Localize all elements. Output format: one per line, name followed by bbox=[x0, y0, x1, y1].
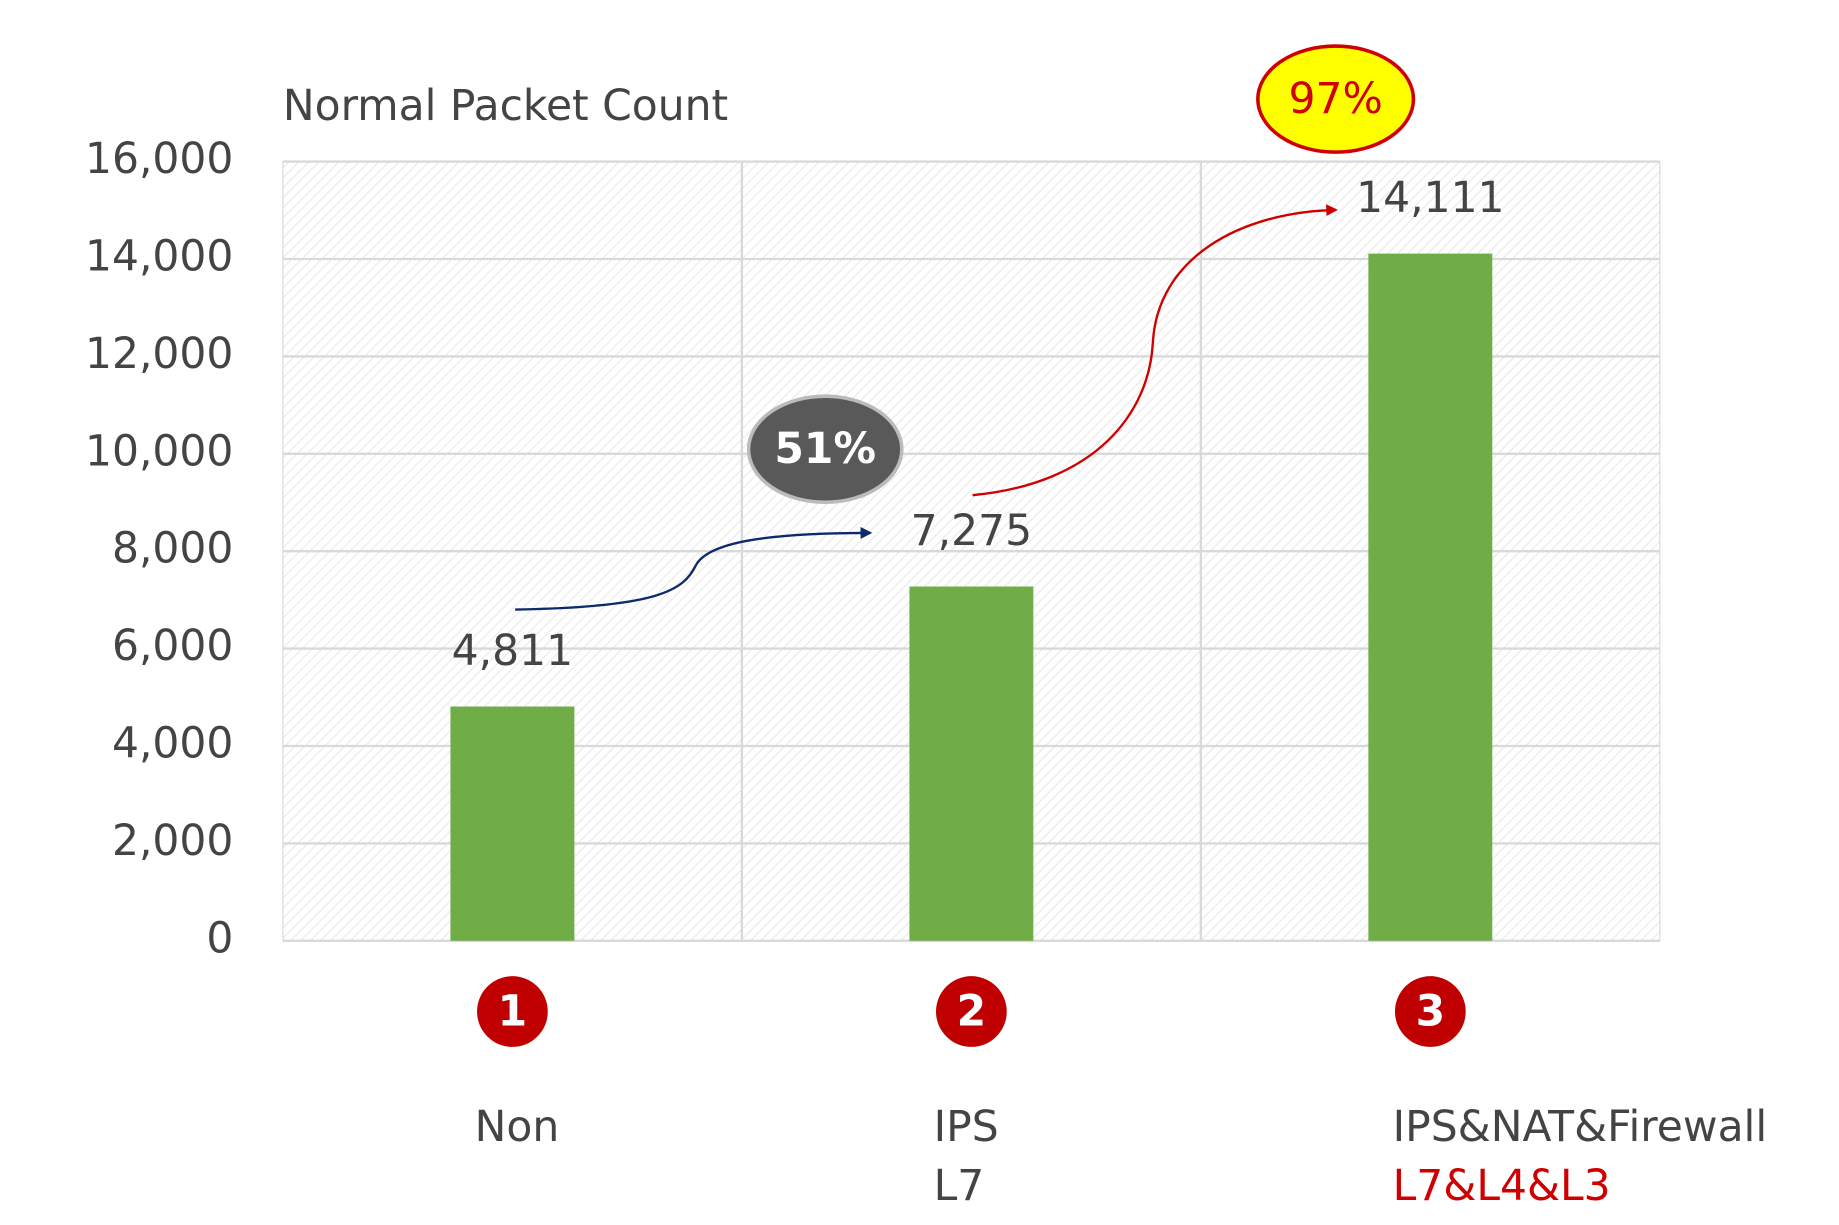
arrow bbox=[515, 527, 873, 611]
x-tick-label: IPS&NAT&Firewall bbox=[1393, 1103, 1768, 1152]
category-badge bbox=[477, 976, 548, 1047]
x-tick-sublabel: L7 bbox=[934, 1162, 985, 1211]
category-number: 2 bbox=[957, 987, 987, 1036]
x-tick-label: Non bbox=[475, 1103, 560, 1152]
category-number: 3 bbox=[1416, 987, 1446, 1036]
chart-title: Normal Packet Count bbox=[283, 82, 728, 131]
y-tick-label: 4,000 bbox=[112, 720, 233, 769]
arrow bbox=[972, 204, 1338, 497]
annotation: 97% bbox=[1288, 75, 1382, 124]
value-label: 14,111 bbox=[1356, 174, 1504, 223]
category-badge bbox=[1394, 976, 1466, 1047]
marks bbox=[450, 253, 1493, 941]
x-tick-label: IPS bbox=[934, 1103, 999, 1152]
bar bbox=[450, 706, 575, 941]
annotation: 51% bbox=[774, 425, 876, 474]
annotation-bubble bbox=[1256, 44, 1416, 154]
y-tick-label: 10,000 bbox=[85, 427, 233, 476]
x-tick-sublabel: L7&L4&L3 bbox=[1393, 1162, 1611, 1211]
value-label: 4,811 bbox=[452, 627, 573, 676]
annotation-bubble bbox=[746, 394, 904, 505]
value-label: 7,275 bbox=[911, 507, 1032, 556]
y-tick-label: 16,000 bbox=[85, 135, 233, 184]
category-badge bbox=[936, 976, 1007, 1047]
y-tick-label: 12,000 bbox=[85, 330, 233, 379]
y-tick-label: 14,000 bbox=[85, 232, 233, 281]
category-number: 1 bbox=[498, 987, 528, 1036]
y-tick-label: 2,000 bbox=[112, 817, 233, 866]
bar bbox=[1368, 253, 1493, 941]
y-tick-label: 8,000 bbox=[112, 525, 233, 574]
y-tick-label: 6,000 bbox=[112, 622, 233, 671]
bar bbox=[909, 586, 1034, 941]
y-tick-label: 0 bbox=[206, 914, 233, 963]
